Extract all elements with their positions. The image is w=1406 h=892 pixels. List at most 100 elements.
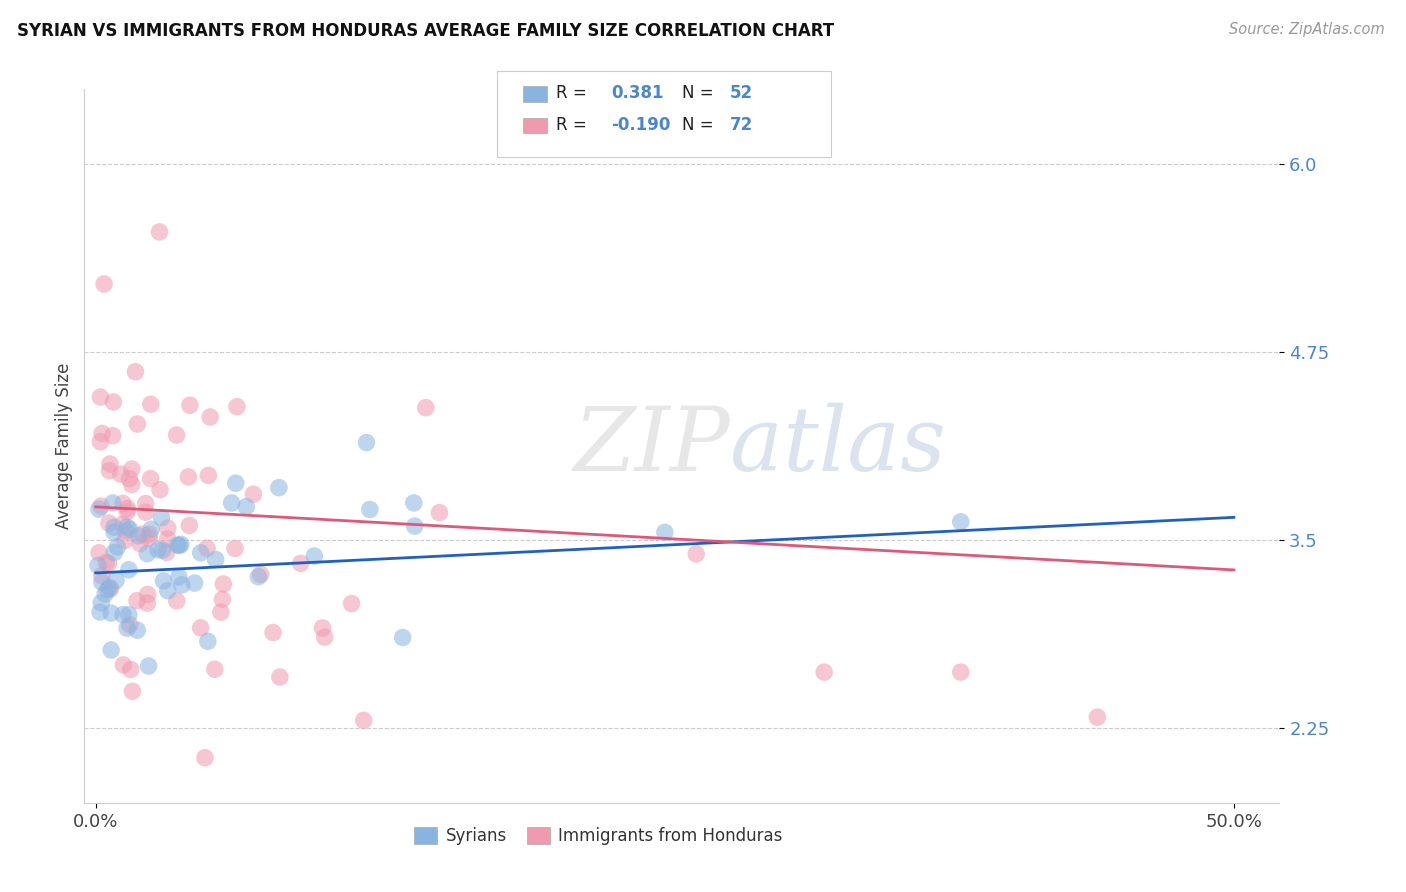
Point [156,521,179,535]
Point [148,225,170,239]
Point [121,462,143,476]
Point [112,657,135,672]
Point [949,515,972,529]
Point [226,400,249,414]
Point [170,537,193,551]
Point [204,552,226,566]
Point [262,625,284,640]
Point [166,428,188,442]
Point [195,541,218,556]
Point [136,547,159,561]
Point [949,665,972,679]
Point [149,483,172,497]
Point [311,621,333,635]
Legend: Syrians, Immigrants from Honduras: Syrians, Immigrants from Honduras [404,817,793,855]
Point [198,409,221,424]
Text: N =: N = [682,116,713,134]
Point [353,713,375,727]
Point [179,518,201,533]
Point [127,623,149,637]
Point [813,665,835,679]
Point [136,587,159,601]
Point [150,510,173,524]
Text: N =: N = [682,85,713,103]
Point [156,532,179,546]
Point [115,621,138,635]
Point [138,659,160,673]
Point [129,536,152,550]
Point [267,481,290,495]
Point [103,395,125,409]
Point [98,581,121,595]
Point [166,538,188,552]
Point [269,670,291,684]
Point [94,556,117,570]
Point [121,684,143,698]
Point [402,496,425,510]
Point [90,575,112,590]
Point [340,597,363,611]
Point [135,497,157,511]
Point [429,506,451,520]
Point [120,663,142,677]
Point [156,545,179,559]
Point [87,502,110,516]
Point [179,398,201,412]
Point [97,582,120,597]
Point [118,472,141,486]
Point [170,578,193,592]
Text: 72: 72 [730,116,754,134]
Point [100,643,122,657]
Point [391,631,413,645]
Point [94,587,117,601]
Point [89,390,111,404]
Point [141,522,163,536]
Point [103,525,125,540]
Point [404,519,426,533]
Text: 0.381: 0.381 [612,85,664,103]
Point [121,477,143,491]
Point [139,472,162,486]
Point [654,525,676,540]
Point [100,606,122,620]
Y-axis label: Average Family Size: Average Family Size [55,363,73,529]
Point [97,516,120,530]
Point [225,476,247,491]
Point [685,547,707,561]
FancyBboxPatch shape [523,118,547,134]
Point [111,496,134,510]
Point [89,434,111,449]
Point [152,574,174,588]
Point [127,529,149,543]
Point [87,546,110,560]
Point [100,582,122,596]
Point [97,556,120,570]
Point [91,426,114,441]
Text: ZIP: ZIP [574,402,730,490]
Point [212,577,235,591]
Point [183,576,205,591]
Point [114,524,136,538]
Point [111,607,134,622]
Point [131,527,153,541]
Point [314,630,336,644]
Point [118,563,141,577]
FancyBboxPatch shape [496,71,831,157]
Point [197,634,219,648]
Point [101,496,124,510]
Point [169,539,191,553]
Point [247,570,270,584]
Point [89,605,111,619]
Point [90,596,112,610]
Point [138,532,160,546]
Point [125,593,148,607]
Point [197,468,219,483]
Point [249,567,271,582]
Point [117,501,139,516]
Point [190,621,212,635]
Point [110,467,132,482]
Point [115,520,138,534]
Point [211,592,233,607]
Point [356,435,378,450]
Text: Source: ZipAtlas.com: Source: ZipAtlas.com [1229,22,1385,37]
